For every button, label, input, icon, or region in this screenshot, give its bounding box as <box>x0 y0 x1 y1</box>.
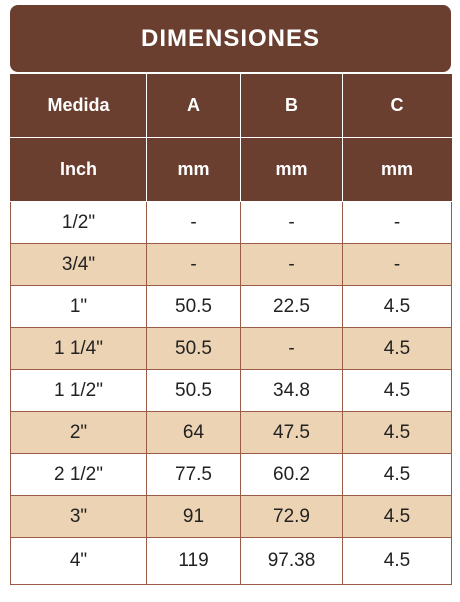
data-cell: - <box>240 201 343 244</box>
header-cell: mm <box>146 137 241 202</box>
data-row: 2" 64 47.5 4.5 <box>10 411 452 454</box>
data-cell: 3" <box>10 495 147 538</box>
table-title: DIMENSIONES <box>10 5 451 72</box>
data-row: 1" 50.5 22.5 4.5 <box>10 285 452 328</box>
data-cell: 3/4" <box>10 243 147 286</box>
header-cell: B <box>240 74 343 138</box>
header-cell: A <box>146 74 241 138</box>
data-cell: - <box>240 243 343 286</box>
data-row: 2 1/2" 77.5 60.2 4.5 <box>10 453 452 496</box>
data-cell: 2 1/2" <box>10 453 147 496</box>
header-cell: Inch <box>10 137 147 202</box>
data-cell: 1" <box>10 285 147 328</box>
data-row: 3" 91 72.9 4.5 <box>10 495 452 538</box>
data-cell: 60.2 <box>240 453 343 496</box>
data-row: 4" 119 97.38 4.5 <box>10 537 452 585</box>
data-cell: 50.5 <box>146 285 241 328</box>
data-cell: 4" <box>10 537 147 585</box>
data-cell: 4.5 <box>342 411 452 454</box>
header-cell: C <box>342 74 452 138</box>
data-cell: 22.5 <box>240 285 343 328</box>
data-cell: 4.5 <box>342 537 452 585</box>
data-row: 1 1/4" 50.5-4.5 <box>10 327 452 370</box>
data-row: 1 1/2" 50.5 34.8 4.5 <box>10 369 452 412</box>
data-cell: - <box>240 327 343 370</box>
data-cell: 4.5 <box>342 495 452 538</box>
data-cell: 34.8 <box>240 369 343 412</box>
dimensions-table: Medida A B C Inch mm mm mm 1/2" - - -3/4" - - -1" 50.5 2… <box>10 74 452 585</box>
data-cell: 50.5 <box>146 369 241 412</box>
data-cell: - <box>342 201 452 244</box>
data-cell: 1 1/4" <box>10 327 147 370</box>
data-row: 3/4" - - - <box>10 243 452 286</box>
data-cell: 4.5 <box>342 453 452 496</box>
data-cell: - <box>342 243 452 286</box>
data-cell: 2" <box>10 411 147 454</box>
header-cell: mm <box>342 137 452 202</box>
data-cell: - <box>146 243 241 286</box>
header-row: Inch mm mm mm <box>10 137 452 202</box>
data-cell: 77.5 <box>146 453 241 496</box>
data-cell: 4.5 <box>342 369 452 412</box>
data-cell: - <box>146 201 241 244</box>
data-cell: 50.5 <box>146 327 241 370</box>
header-cell: Medida <box>10 74 147 138</box>
data-cell: 1/2" <box>10 201 147 244</box>
data-cell: 91 <box>146 495 241 538</box>
header-row: Medida A B C <box>10 74 452 138</box>
data-cell: 4.5 <box>342 285 452 328</box>
data-cell: 97.38 <box>240 537 343 585</box>
data-cell: 64 <box>146 411 241 454</box>
data-cell: 72.9 <box>240 495 343 538</box>
header-cell: mm <box>240 137 343 202</box>
data-cell: 4.5 <box>342 327 452 370</box>
data-cell: 47.5 <box>240 411 343 454</box>
data-cell: 119 <box>146 537 241 585</box>
data-cell: 1 1/2" <box>10 369 147 412</box>
data-row: 1/2" - - - <box>10 201 452 244</box>
